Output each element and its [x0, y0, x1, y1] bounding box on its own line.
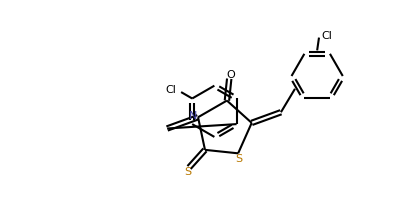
Text: Cl: Cl: [166, 85, 177, 95]
Text: O: O: [226, 70, 235, 80]
Text: S: S: [236, 154, 243, 164]
Text: N: N: [189, 111, 198, 121]
Text: S: S: [185, 167, 192, 177]
Text: Cl: Cl: [322, 31, 332, 41]
